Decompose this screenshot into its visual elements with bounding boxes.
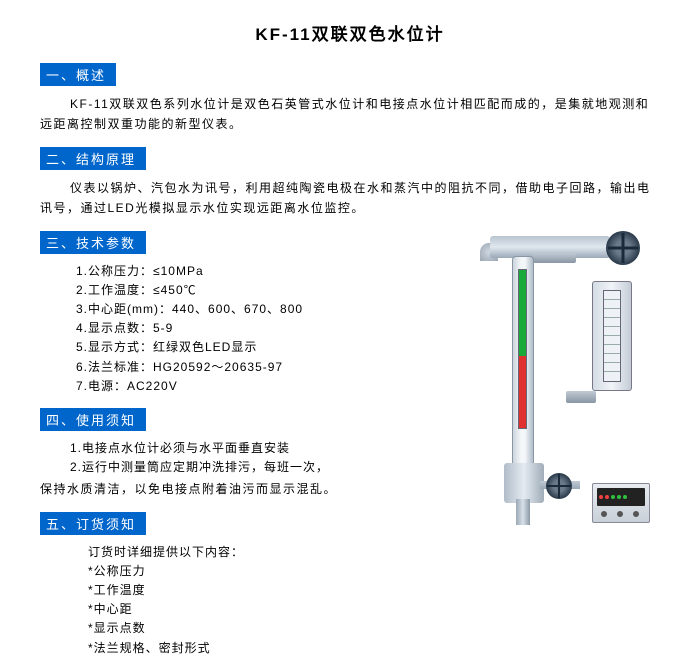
spec-item: 7.电源：AC220V: [76, 377, 440, 396]
usage-item: 2.运行中测量筒应定期冲洗排污，每班一次，: [70, 458, 440, 477]
section-3-header: 三、技术参数: [40, 231, 146, 254]
controller-knob: [633, 511, 639, 517]
sight-glass-panel: [592, 281, 632, 391]
controller-knob: [601, 511, 607, 517]
order-item: *显示点数: [88, 619, 440, 638]
usage-item: 1.电接点水位计必须与水平面垂直安装: [70, 439, 440, 458]
spec-list: 1.公称压力：≤10MPa 2.工作温度：≤450℃ 3.中心距(mm)：440…: [76, 262, 440, 396]
section-2-header: 二、结构原理: [40, 147, 146, 170]
handwheel-icon: [606, 231, 640, 265]
usage-list: 1.电接点水位计必须与水平面垂直安装 2.运行中测量筒应定期冲洗排污，每班一次，: [70, 439, 440, 477]
section-1-header: 一、概述: [40, 63, 116, 86]
top-flange: [532, 253, 576, 263]
spec-item: 5.显示方式：红绿双色LED显示: [76, 338, 440, 357]
section-5-header: 五、订货须知: [40, 512, 146, 535]
page-title: KF-11双联双色水位计: [40, 20, 660, 45]
section-4-header: 四、使用须知: [40, 408, 146, 431]
order-item: *中心距: [88, 600, 440, 619]
drain-pipe: [516, 499, 530, 525]
spec-item: 6.法兰标准：HG20592～20635-97: [76, 358, 440, 377]
order-item: *工作温度: [88, 581, 440, 600]
controller-knob: [617, 511, 623, 517]
order-item: *公称压力: [88, 562, 440, 581]
usage-tail: 保持水质清洁，以免电接点附着油污而显示混乱。: [40, 479, 440, 499]
controller-display: [597, 488, 645, 506]
product-illustration: [450, 231, 650, 531]
led-green-segment: [519, 270, 526, 357]
section-1-body: KF-11双联双色系列水位计是双色石英管式水位计和电接点水位计相匹配而成的，是集…: [40, 94, 660, 135]
spec-item: 3.中心距(mm)：440、600、670、800: [76, 300, 440, 319]
spec-item: 2.工作温度：≤450℃: [76, 281, 440, 300]
order-list: 订货时详细提供以下内容： *公称压力 *工作温度 *中心距 *显示点数 *法兰规…: [88, 543, 440, 658]
sight-window: [603, 290, 621, 382]
led-strip: [518, 269, 527, 429]
section-2-body: 仪表以锅炉、汽包水为讯号，利用超纯陶瓷电极在水和蒸汽中的阻抗不同，借助电子回路，…: [40, 178, 660, 219]
controller-box: [592, 483, 650, 523]
side-flange: [566, 391, 596, 403]
spec-item: 4.显示点数：5-9: [76, 319, 440, 338]
order-lead: 订货时详细提供以下内容：: [88, 543, 440, 562]
led-red-segment: [519, 356, 526, 427]
spec-item: 1.公称压力：≤10MPa: [76, 262, 440, 281]
order-item: *法兰规格、密封形式: [88, 639, 440, 658]
bottom-handwheel-icon: [546, 473, 572, 499]
bottom-assembly: [504, 463, 544, 503]
